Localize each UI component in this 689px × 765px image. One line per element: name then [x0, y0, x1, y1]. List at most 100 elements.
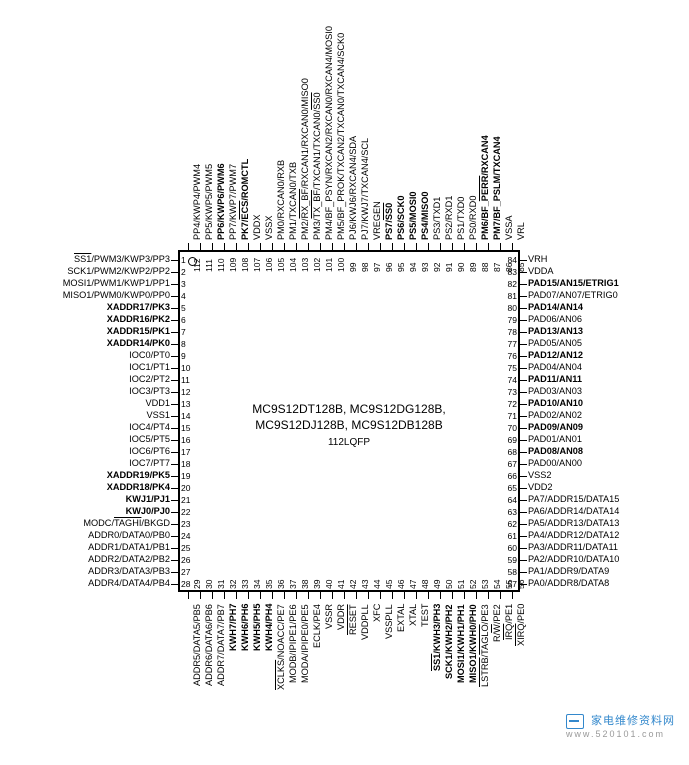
pin-num-42: 42 — [348, 580, 358, 589]
pin-99: PJ6/KWJ6/RXCAN4/SDA — [348, 136, 358, 240]
pin-num-34: 34 — [252, 580, 262, 589]
pin-tick-109 — [224, 243, 225, 250]
pin-num-39: 39 — [312, 580, 322, 589]
pin-num-17: 17 — [181, 447, 190, 457]
pin-tick-100 — [332, 243, 333, 250]
pin-num-33: 33 — [240, 580, 250, 589]
pin-num-66: 66 — [508, 471, 517, 481]
pin-tick-107 — [248, 243, 249, 250]
pin-15: IOC4/PT4 — [129, 422, 170, 432]
pin-num-88: 88 — [480, 252, 490, 272]
pin-num-93: 93 — [420, 252, 430, 272]
pin-102: PM3/TX_BF/TXCAN1/TXCAN0/SS0 — [312, 92, 322, 240]
pin-tick-28 — [171, 584, 178, 585]
pin-num-13: 13 — [181, 399, 190, 409]
pin-num-45: 45 — [384, 580, 394, 589]
pin-87: PM7/BF_PSLM/TXCAN4 — [492, 136, 502, 240]
pin-8: XADDR14/PK0 — [107, 338, 170, 348]
pin-tick-56 — [512, 592, 513, 599]
pin-num-52: 52 — [468, 580, 478, 589]
pin-num-15: 15 — [181, 423, 190, 433]
pin-2: SCK1/PWM2/KWP2/PP2 — [67, 266, 170, 276]
pin-107: VDDX — [252, 214, 262, 240]
pin-74: PAD11/AN11 — [528, 374, 582, 384]
pin-tick-66 — [520, 476, 527, 477]
pin-48: TEST — [420, 604, 430, 627]
pin-tick-91 — [440, 243, 441, 250]
pin-tick-94 — [404, 243, 405, 250]
pin-47: XTAL — [408, 604, 418, 626]
pin-num-30: 30 — [204, 580, 214, 589]
pin-num-86: 86 — [504, 252, 514, 272]
pin-num-78: 78 — [508, 327, 517, 337]
pin-num-31: 31 — [216, 580, 226, 589]
center-line1: MC9S12DT128B, MC9S12DG128B, — [252, 402, 445, 416]
pin-num-107: 107 — [252, 252, 262, 272]
pin-tick-62 — [520, 524, 527, 525]
pin-tick-69 — [520, 440, 527, 441]
pin-tick-70 — [520, 428, 527, 429]
pin-num-37: 37 — [288, 580, 298, 589]
pin-34: KWH5/PH5 — [252, 604, 262, 651]
pin-53: LSTRB/TAGLO/PE3 — [480, 604, 490, 687]
pin-79: PAD06/AN06 — [528, 314, 582, 324]
pin-57: PA0/ADDR8/DATA8 — [528, 578, 609, 588]
pin-num-3: 3 — [181, 279, 186, 289]
pin-num-53: 53 — [480, 580, 490, 589]
pin-tick-74 — [520, 380, 527, 381]
pin-num-18: 18 — [181, 459, 190, 469]
pin-num-85: 85 — [516, 252, 526, 272]
pin-tick-76 — [520, 356, 527, 357]
pin-tick-4 — [171, 296, 178, 297]
pin-num-110: 110 — [216, 252, 226, 272]
pin-tick-90 — [452, 243, 453, 250]
pin-tick-77 — [520, 344, 527, 345]
pin-tick-111 — [200, 243, 201, 250]
pin-49: SS1/KWH3/PH3 — [432, 604, 442, 671]
pin-tick-105 — [272, 243, 273, 250]
pin-num-98: 98 — [360, 252, 370, 272]
pin-tick-30 — [200, 592, 201, 599]
pin-35: KWH4/PH4 — [264, 604, 274, 651]
pin-tick-89 — [464, 243, 465, 250]
pin-num-102: 102 — [312, 252, 322, 272]
pin-tick-34 — [248, 592, 249, 599]
pin-num-8: 8 — [181, 339, 186, 349]
pin-num-63: 63 — [508, 507, 517, 517]
pin-tick-50 — [440, 592, 441, 599]
pin-tick-92 — [428, 243, 429, 250]
pin-num-75: 75 — [508, 363, 517, 373]
pin-num-48: 48 — [420, 580, 430, 589]
pin-19: XADDR19/PK5 — [107, 470, 170, 480]
pin-tick-11 — [171, 380, 178, 381]
pin-num-4: 4 — [181, 291, 186, 301]
pin-num-36: 36 — [276, 580, 286, 589]
pin-tick-45 — [380, 592, 381, 599]
pin-tick-22 — [171, 512, 178, 513]
pin-tick-63 — [520, 512, 527, 513]
pin-num-105: 105 — [276, 252, 286, 272]
pin-tick-19 — [171, 476, 178, 477]
pin-num-6: 6 — [181, 315, 186, 325]
pin-num-38: 38 — [300, 580, 310, 589]
pin-16: IOC5/PT5 — [129, 434, 170, 444]
pin-num-101: 101 — [324, 252, 334, 272]
pin-num-62: 62 — [508, 519, 517, 529]
pin-43: VDDPLL — [360, 604, 370, 640]
pin-12: IOC3/PT3 — [129, 386, 170, 396]
pin-num-109: 109 — [228, 252, 238, 272]
pin-tick-112 — [188, 243, 189, 250]
pin-num-44: 44 — [372, 580, 382, 589]
pin-50: SCK1/KWH2/PH2 — [444, 604, 454, 679]
pin-93: PS4/MISO0 — [420, 191, 430, 240]
pin-tick-36 — [272, 592, 273, 599]
pin-tick-78 — [520, 332, 527, 333]
pin-61: PA4/ADDR12/DATA12 — [528, 530, 619, 540]
pin-num-12: 12 — [181, 387, 190, 397]
pin-tick-24 — [171, 536, 178, 537]
pin-9: IOC0/PT0 — [129, 350, 170, 360]
pin-tick-54 — [488, 592, 489, 599]
pin-tick-40 — [320, 592, 321, 599]
pin-tick-49 — [428, 592, 429, 599]
pin-tick-87 — [488, 243, 489, 250]
